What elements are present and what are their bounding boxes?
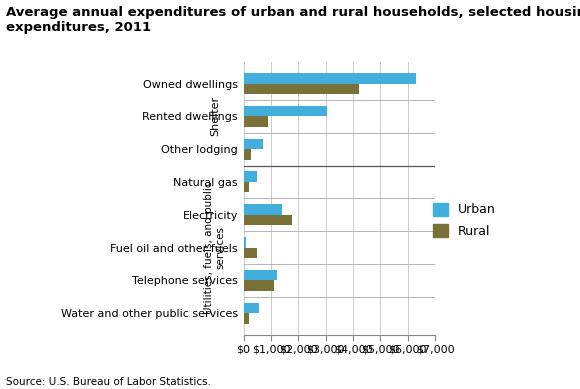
- Bar: [244, 84, 359, 94]
- Bar: [244, 116, 268, 127]
- Bar: [244, 172, 257, 182]
- Bar: [244, 73, 416, 84]
- Text: Average annual expenditures of urban and rural households, selected housing
expe: Average annual expenditures of urban and…: [6, 6, 580, 34]
- Bar: [244, 237, 246, 248]
- Text: Utilities, fuels, and public
services: Utilities, fuels, and public services: [204, 181, 226, 314]
- Bar: [244, 270, 277, 280]
- Text: Source: U.S. Bureau of Labor Statistics.: Source: U.S. Bureau of Labor Statistics.: [6, 377, 211, 387]
- Bar: [244, 280, 274, 291]
- Bar: [244, 313, 249, 324]
- Bar: [244, 248, 257, 258]
- Bar: [244, 106, 327, 116]
- Bar: [244, 215, 292, 225]
- Bar: [244, 139, 263, 149]
- Bar: [244, 204, 282, 215]
- Bar: [244, 182, 249, 193]
- Bar: [244, 149, 251, 159]
- Legend: Urban, Rural: Urban, Rural: [433, 203, 496, 238]
- Text: Shelter: Shelter: [210, 96, 220, 137]
- Bar: [244, 303, 259, 313]
